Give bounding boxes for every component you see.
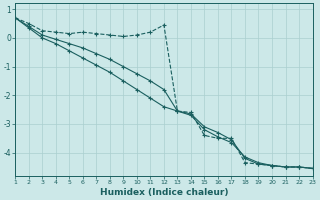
X-axis label: Humidex (Indice chaleur): Humidex (Indice chaleur) [100, 188, 228, 197]
